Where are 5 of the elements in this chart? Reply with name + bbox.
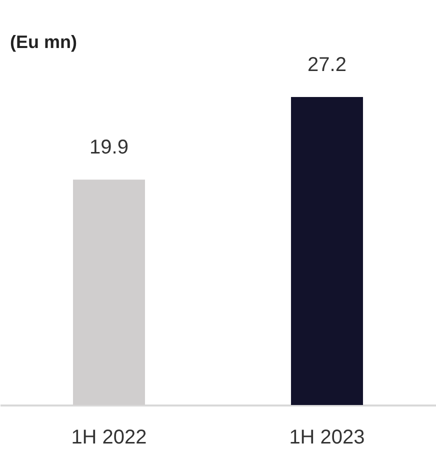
x-tick-label: 1H 2023 — [289, 426, 365, 448]
data-label: 19.9 — [90, 136, 128, 159]
chart-title: (Eu mn) — [10, 32, 77, 52]
x-tick-label: 1H 2022 — [71, 426, 147, 448]
data-label: 27.2 — [308, 54, 346, 76]
